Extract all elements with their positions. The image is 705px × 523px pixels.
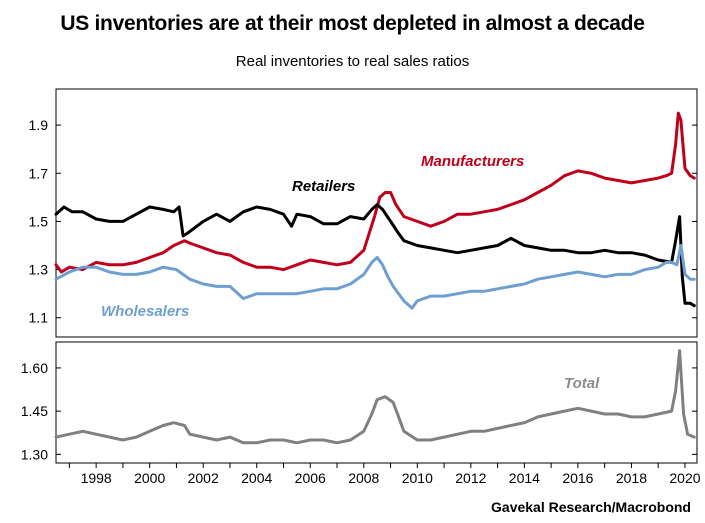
xtick-label: 1998 — [81, 470, 112, 486]
total-label: Total — [564, 375, 600, 392]
top-ytick-label: 1.1 — [29, 310, 49, 326]
series-line-wholesalers — [54, 244, 696, 310]
x-axis: 1998 2000 2002 2004 2006 2008 2010 2012 2014 2016… — [68, 463, 701, 486]
xtick-label: 2008 — [348, 470, 379, 486]
series-line-manufacturers — [54, 111, 696, 274]
top-ytick-label: 1.3 — [29, 262, 49, 278]
manufacturers-label: Manufacturers — [421, 153, 524, 170]
top-ytick-label: 1.5 — [29, 213, 49, 229]
bottom-ytick-label: 1.30 — [21, 446, 48, 462]
xtick-label: 2018 — [616, 470, 647, 486]
bottom-panel: 1.30 1.45 1.60 1998 2000 2002 2004 2006 2008 201… — [21, 341, 701, 486]
series-line-total — [54, 349, 696, 445]
xtick-label: 2002 — [188, 470, 219, 486]
bottom-ytick-label: 1.45 — [21, 403, 48, 419]
bottom-ytick-label: 1.60 — [21, 360, 48, 376]
retailers-label: Retailers — [292, 178, 355, 195]
chart-title: US inventories are at their most deplete… — [60, 12, 645, 35]
wholesalers-label: Wholesalers — [101, 303, 189, 320]
xtick-label: 2010 — [402, 470, 433, 486]
xtick-label: 2000 — [134, 470, 165, 486]
xtick-label: 2016 — [562, 470, 593, 486]
top-y-axis: 1.1 1.3 1.5 1.7 1.9 — [29, 117, 697, 326]
source-credit: Gavekal Research/Macrobond — [491, 499, 691, 515]
top-panel: 1.11.31.51.71.9 Manufacturers Retailers … — [29, 88, 698, 338]
top-series — [54, 111, 696, 310]
top-ytick-label: 1.9 — [29, 117, 49, 133]
top-ytick-label: 1.7 — [29, 165, 49, 181]
series-line-retailers — [54, 203, 696, 308]
xtick-label: 2006 — [295, 470, 326, 486]
xtick-label: 2004 — [241, 470, 272, 486]
bottom-panel-frame — [55, 341, 698, 464]
bottom-series — [54, 349, 696, 445]
xtick-label: 2020 — [669, 470, 700, 486]
bottom-y-axis: 1.30 1.45 1.60 — [21, 360, 697, 462]
xtick-label: 2012 — [455, 470, 486, 486]
xtick-label: 2014 — [509, 470, 540, 486]
chart-subtitle: Real inventories to real sales ratios — [235, 53, 470, 70]
